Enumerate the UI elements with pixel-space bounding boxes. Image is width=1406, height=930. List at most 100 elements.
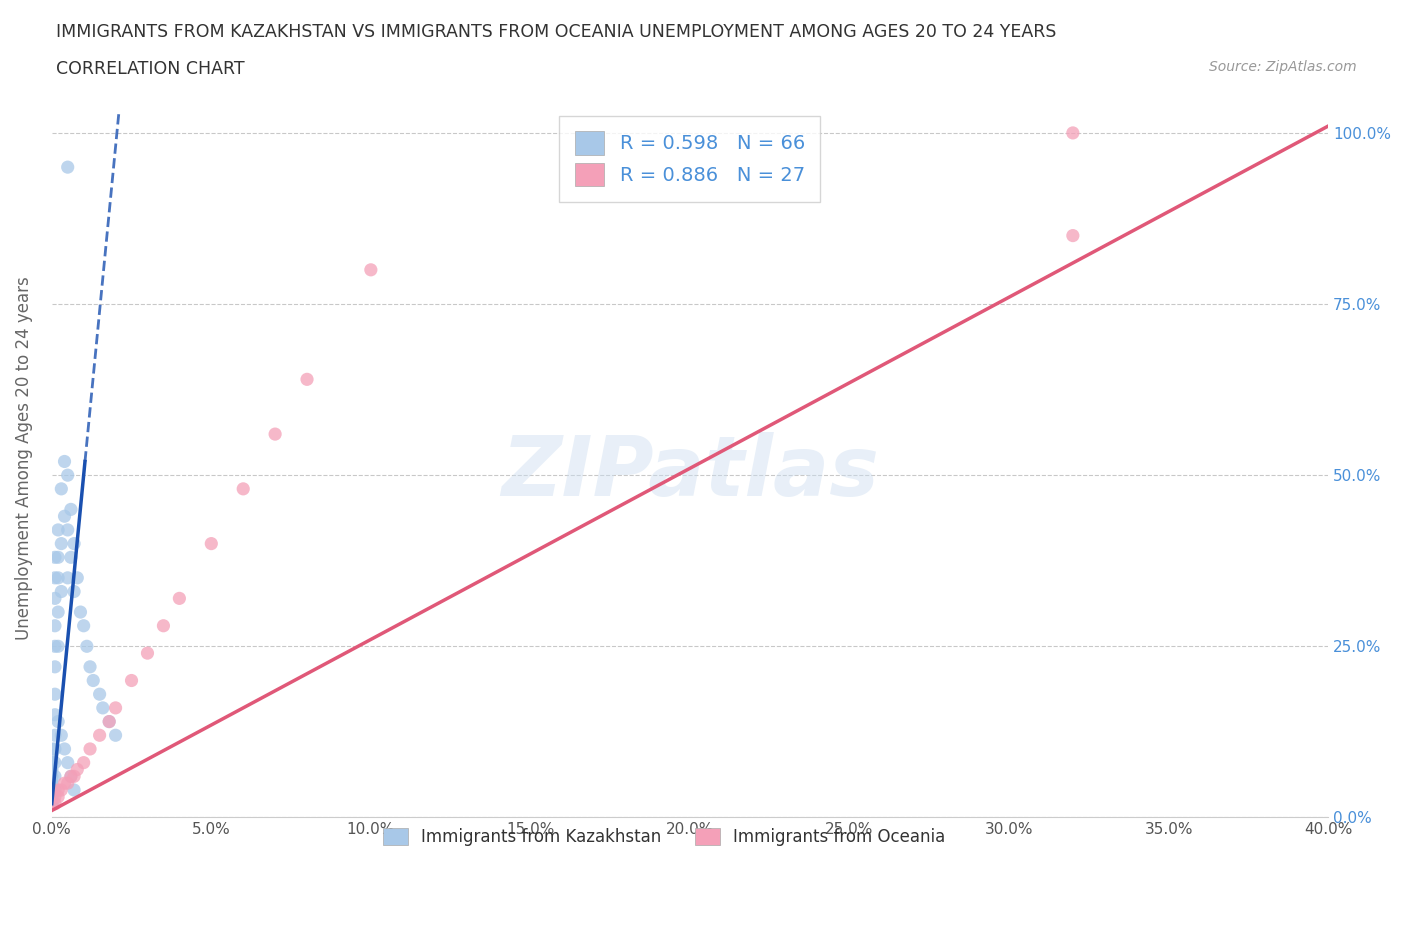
Point: [41, 755, 63, 770]
Point: [98, 714, 121, 729]
Point: [41, 796, 63, 811]
Point: [1062, 228, 1084, 243]
Point: [41, 790, 63, 804]
Point: [41, 796, 63, 811]
Point: [41, 782, 63, 797]
Point: [41, 796, 63, 811]
Legend: Immigrants from Kazakhstan, Immigrants from Oceania: Immigrants from Kazakhstan, Immigrants f…: [370, 815, 959, 859]
Point: [79, 741, 101, 756]
Point: [232, 482, 254, 497]
Point: [53, 741, 76, 756]
Point: [63, 782, 86, 797]
Point: [1062, 126, 1084, 140]
Point: [69, 604, 91, 619]
Point: [200, 537, 222, 551]
Point: [44, 782, 66, 797]
Point: [41, 796, 63, 811]
Point: [46, 604, 69, 619]
Point: [56, 570, 79, 585]
Point: [41, 776, 63, 790]
Point: [136, 645, 159, 660]
Point: [169, 591, 191, 605]
Point: [41, 790, 63, 804]
Point: [89, 728, 111, 743]
Point: [44, 769, 66, 784]
Point: [152, 618, 174, 633]
Point: [46, 714, 69, 729]
Point: [51, 782, 73, 797]
Point: [56, 755, 79, 770]
Point: [41, 762, 63, 777]
Point: [104, 728, 127, 743]
Point: [46, 550, 69, 565]
Point: [59, 550, 82, 565]
Point: [46, 570, 69, 585]
Point: [46, 790, 69, 804]
Point: [360, 262, 382, 277]
Point: [76, 639, 98, 654]
Point: [44, 741, 66, 756]
Point: [41, 755, 63, 770]
Point: [46, 639, 69, 654]
Point: [59, 502, 82, 517]
Point: [44, 591, 66, 605]
Point: [56, 468, 79, 483]
Point: [44, 686, 66, 701]
Point: [66, 762, 89, 777]
Point: [44, 639, 66, 654]
Point: [295, 372, 318, 387]
Point: [56, 776, 79, 790]
Point: [51, 584, 73, 599]
Point: [41, 796, 63, 811]
Point: [51, 537, 73, 551]
Text: ZIPatlas: ZIPatlas: [501, 432, 879, 513]
Text: Source: ZipAtlas.com: Source: ZipAtlas.com: [1209, 60, 1357, 74]
Point: [63, 769, 86, 784]
Point: [44, 550, 66, 565]
Point: [41, 796, 63, 811]
Point: [51, 482, 73, 497]
Point: [41, 790, 63, 804]
Y-axis label: Unemployment Among Ages 20 to 24 years: Unemployment Among Ages 20 to 24 years: [15, 276, 32, 640]
Point: [104, 700, 127, 715]
Point: [98, 714, 121, 729]
Point: [41, 749, 63, 764]
Point: [44, 618, 66, 633]
Point: [56, 523, 79, 538]
Point: [89, 686, 111, 701]
Point: [73, 755, 96, 770]
Point: [82, 673, 104, 688]
Point: [44, 570, 66, 585]
Point: [91, 700, 114, 715]
Point: [44, 708, 66, 723]
Point: [41, 782, 63, 797]
Point: [73, 618, 96, 633]
Point: [41, 762, 63, 777]
Point: [46, 782, 69, 797]
Point: [44, 728, 66, 743]
Point: [121, 673, 143, 688]
Point: [44, 796, 66, 811]
Point: [44, 755, 66, 770]
Point: [56, 160, 79, 175]
Point: [63, 537, 86, 551]
Point: [44, 790, 66, 804]
Point: [63, 584, 86, 599]
Point: [41, 741, 63, 756]
Point: [46, 523, 69, 538]
Point: [59, 769, 82, 784]
Point: [264, 427, 287, 442]
Text: IMMIGRANTS FROM KAZAKHSTAN VS IMMIGRANTS FROM OCEANIA UNEMPLOYMENT AMONG AGES 20: IMMIGRANTS FROM KAZAKHSTAN VS IMMIGRANTS…: [56, 23, 1057, 41]
Point: [44, 659, 66, 674]
Point: [51, 728, 73, 743]
Point: [41, 769, 63, 784]
Point: [66, 570, 89, 585]
Point: [53, 454, 76, 469]
Point: [41, 776, 63, 790]
Point: [41, 769, 63, 784]
Point: [79, 659, 101, 674]
Text: CORRELATION CHART: CORRELATION CHART: [56, 60, 245, 78]
Point: [59, 769, 82, 784]
Point: [53, 776, 76, 790]
Point: [53, 509, 76, 524]
